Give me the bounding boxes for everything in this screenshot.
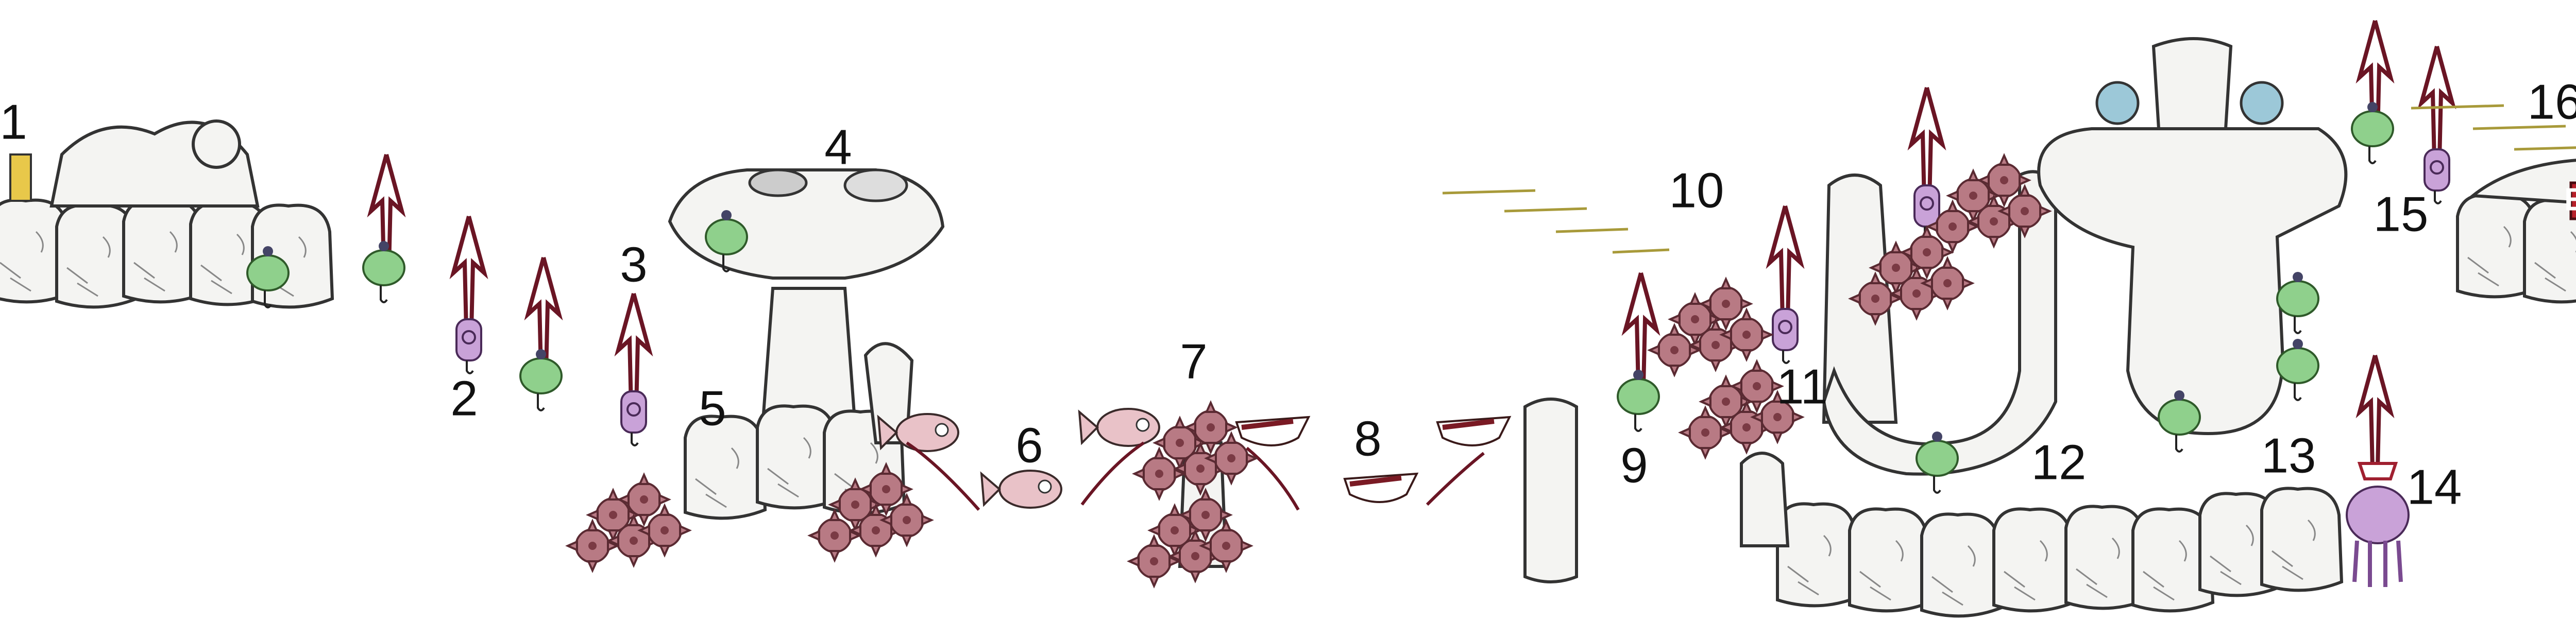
level-number: 12 — [2031, 435, 2087, 490]
start-cliff — [0, 119, 332, 307]
level-number: 11 — [1776, 359, 1828, 414]
level-number: 2 — [450, 371, 478, 426]
cave-complex — [1650, 37, 2348, 616]
level-number: 3 — [620, 237, 647, 292]
level-number: 13 — [2261, 428, 2316, 483]
nest-pillar — [568, 168, 945, 571]
level-number: 15 — [2374, 186, 2429, 242]
level-number: 4 — [824, 119, 852, 175]
level-number: 16 — [2528, 74, 2576, 129]
exit-area — [1442, 104, 2576, 587]
level-number: 6 — [1015, 418, 1043, 473]
level-number: 7 — [1180, 334, 1207, 389]
fish-route — [877, 398, 1578, 586]
level-number: 1 — [0, 94, 27, 149]
exit-sign: EXIT — [2564, 182, 2576, 217]
level-number: 14 — [2407, 459, 2462, 514]
level-number: 9 — [1620, 438, 1648, 493]
level-number: 10 — [1669, 163, 1724, 218]
level-number: 5 — [699, 381, 726, 436]
level-number: 8 — [1354, 411, 1381, 466]
